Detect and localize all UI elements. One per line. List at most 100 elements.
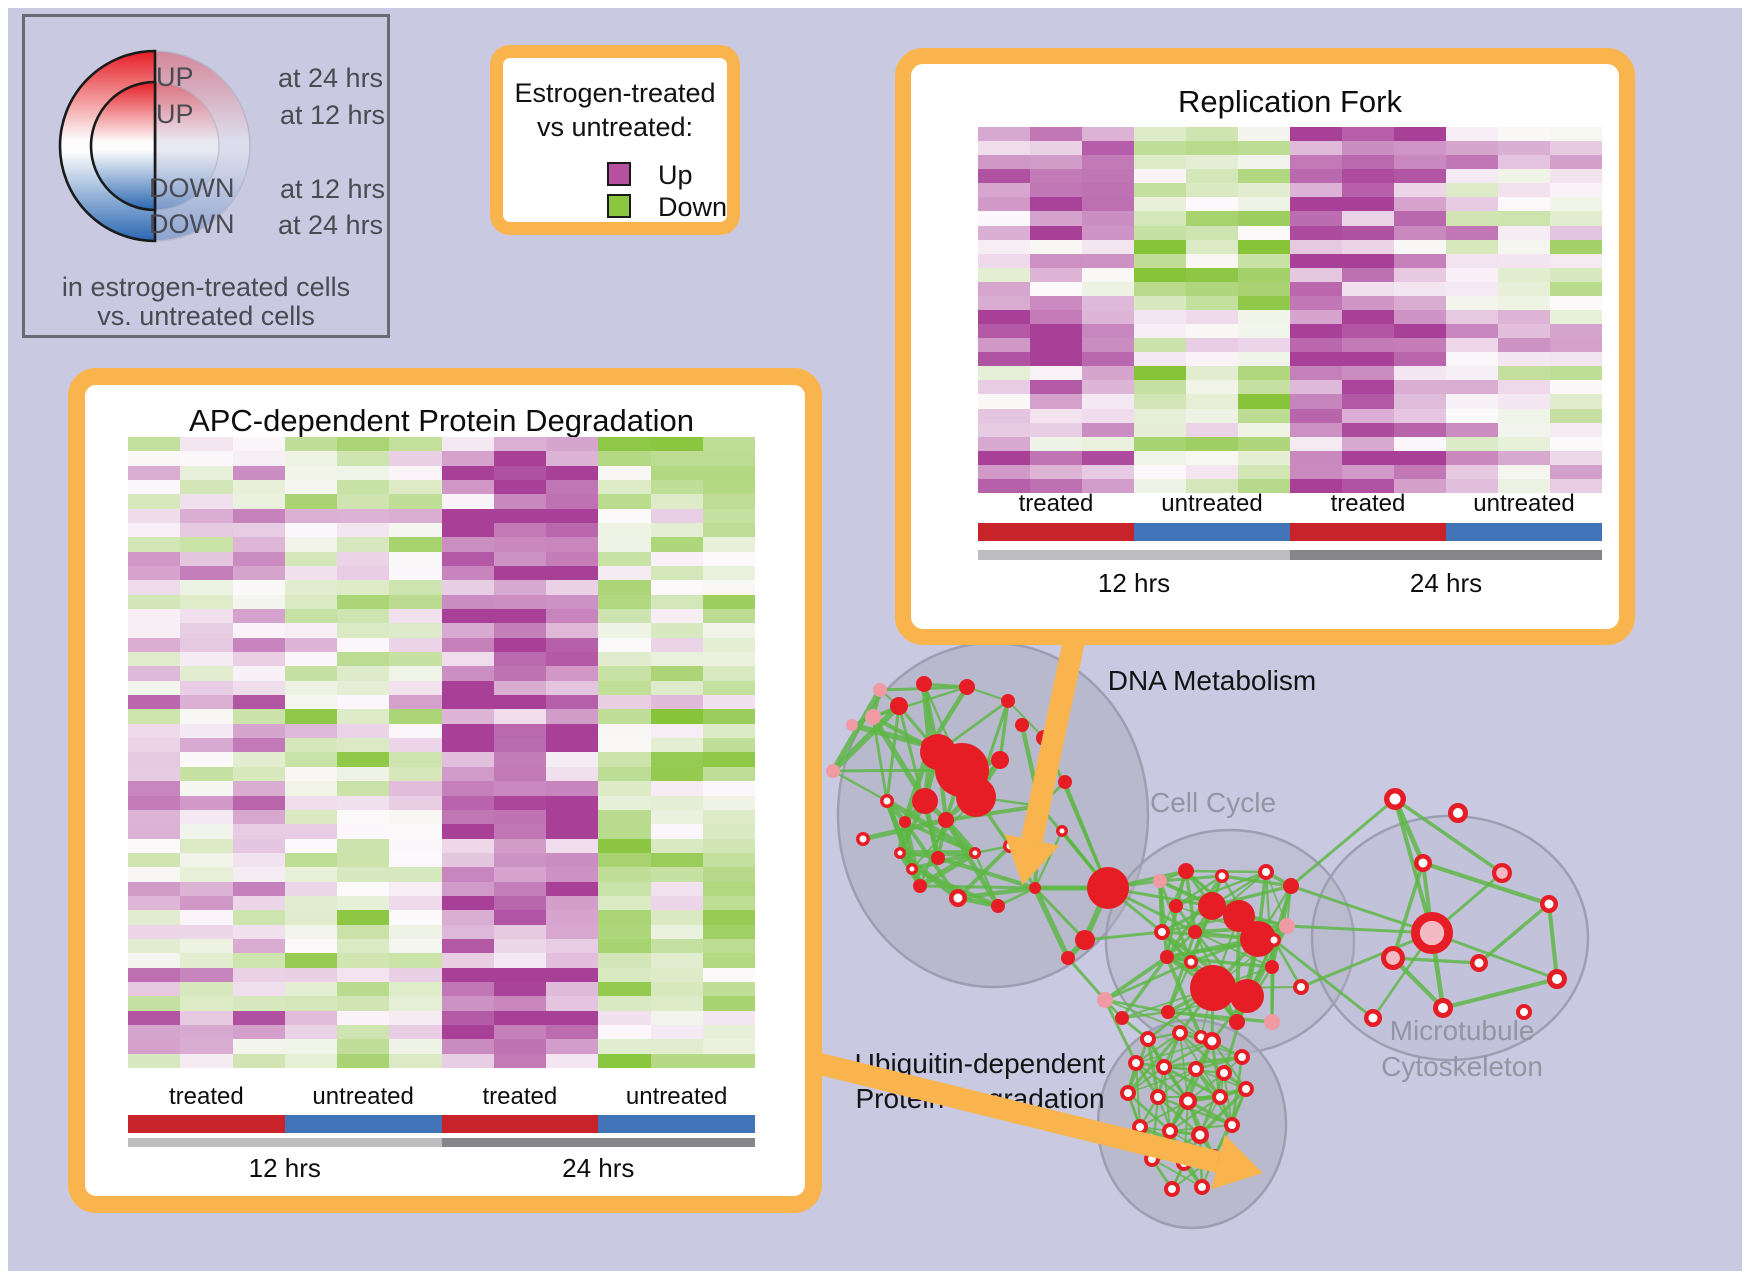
heatmap-cell [389,881,442,896]
heatmap-cell [232,895,285,911]
condition-bar-segment [128,1115,285,1133]
heatmap-cell [493,508,546,524]
network-edge [1134,1061,1142,1129]
heatmap-cell [1498,436,1550,451]
heatmap-cell [546,566,599,581]
heatmap-cell [1238,141,1290,156]
heatmap-cell [1498,352,1550,367]
time-label: 24 hrs [1409,568,1483,598]
heatmap-cell [1082,352,1134,367]
heatmap-cell [1290,239,1342,254]
updown-title-line2: vs untreated: [536,112,694,142]
network-edge [1270,938,1276,1024]
heatmap-cell [232,566,285,581]
network-node [1153,874,1167,888]
network-edge [1146,1037,1160,1099]
network-edge [921,681,933,749]
heatmap-cell [337,766,390,782]
heatmap-cell [128,809,181,825]
heatmap-cell [1030,183,1082,198]
network-edge [1174,870,1268,908]
heatmap-cell [337,594,390,610]
heatmap-cell [441,752,494,767]
heatmap-cell [180,809,233,825]
heatmap-cell [650,1039,703,1054]
heatmap-cell [1550,324,1602,339]
heatmap-cell [1290,197,1342,212]
heatmap-cell [128,795,181,810]
heatmap-cell [337,652,390,667]
network-edge [917,850,978,889]
heatmap-cell [1238,253,1290,268]
heatmap-cell [546,910,599,925]
heatmap-cell [1342,352,1394,367]
heatmap-cell [598,566,651,581]
network-node [1414,854,1432,872]
heatmap-cell [284,852,337,868]
apc-heatmap [128,437,755,1068]
heatmap-cell [337,910,390,925]
time-bar-segment [128,1138,442,1147]
network-node [1234,1049,1250,1065]
heatmap-cell [1238,183,1290,198]
heatmap-cell [232,1039,285,1054]
heatmap-cell [1446,127,1498,142]
heatmap-cell [493,1039,546,1054]
heatmap-cell [546,996,599,1011]
heatmap-cell [978,380,1030,395]
network-node [912,788,938,814]
heatmap-cell [702,480,755,495]
heatmap-cell [232,609,285,624]
heatmap-cell [978,225,1030,240]
network-edge [998,699,1010,762]
heatmap-cell [1186,478,1238,493]
heatmap-cell [180,494,233,509]
heatmap-cell [1342,324,1394,339]
network-node [1267,933,1281,947]
heatmap-cell [389,981,442,997]
heatmap-cell [978,253,1030,268]
heatmap-cell [546,609,599,624]
heatmap-cell [978,239,1030,254]
network-node [1216,1065,1232,1081]
heatmap-cell [1134,394,1186,409]
heatmap-cell [1186,239,1238,254]
heatmap-cell [128,867,181,882]
heatmap-cell [128,709,181,724]
heatmap-cell [1082,394,1134,409]
heatmap-cell [598,551,651,567]
heatmap-cell [650,609,703,624]
heatmap-cell [180,480,233,495]
heatmap-cell [1550,253,1602,268]
heatmap-cell [1446,450,1498,465]
heatmap-cell [232,623,285,638]
heatmap-cell [493,867,546,882]
heatmap-cell [1446,338,1498,353]
heatmap-cell [978,267,1030,282]
heatmap-cell [441,1010,494,1025]
heatmap-cell [1550,295,1602,310]
heatmap-cell [284,695,337,710]
heatmap-cell [1290,464,1342,479]
heatmap-cell [441,1039,494,1054]
heatmap-cell [1290,436,1342,451]
network-edge [871,685,969,719]
heatmap-cell [1446,183,1498,198]
heatmap-cell [284,938,337,954]
heatmap-cell [1186,225,1238,240]
heatmap-cell [702,680,755,696]
replication-fork-heatmap [978,127,1602,493]
heatmap-cell [978,478,1030,493]
heatmap-cell [1082,366,1134,381]
heatmap-cell [1238,478,1290,493]
network-node [1224,1117,1240,1133]
heatmap-cell [441,867,494,882]
heatmap-cell [1082,281,1134,296]
heatmap-cell [1394,155,1446,170]
heatmap-cell [1446,422,1498,437]
heatmap-cell [702,795,755,810]
heatmap-cell [1082,422,1134,437]
network-edge [1103,998,1138,1065]
heatmap-cell [702,824,755,839]
network-edge [1272,938,1375,1020]
